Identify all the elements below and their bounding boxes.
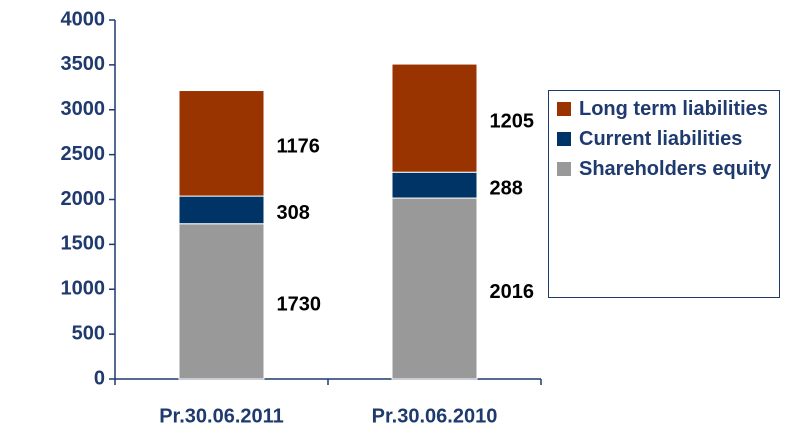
y-tick-label: 500 — [72, 322, 105, 344]
y-tick-label: 3000 — [61, 98, 106, 120]
legend-item: Current liabilities — [557, 127, 773, 151]
legend-swatch — [557, 132, 571, 146]
bar-segment — [391, 197, 478, 380]
legend-label: Current liabilities — [579, 128, 743, 150]
bar-segment — [391, 63, 478, 173]
y-tick-label: 3500 — [61, 53, 106, 75]
data-label: 1730 — [277, 294, 322, 316]
bar-segment — [178, 195, 265, 225]
y-tick-label: 1500 — [61, 233, 106, 255]
y-tick-label: 2500 — [61, 143, 106, 165]
bar-segment — [178, 223, 265, 380]
data-label: 2016 — [490, 281, 535, 303]
data-label: 1205 — [490, 110, 535, 132]
x-tick-label: Pr.30.06.2010 — [372, 405, 498, 427]
data-label: 308 — [277, 202, 310, 224]
x-tick-label: Pr.30.06.2011 — [159, 405, 284, 427]
y-tick-label: 0 — [94, 367, 105, 389]
bar-segment — [391, 171, 478, 199]
data-label: 1176 — [277, 136, 320, 158]
y-tick-label: 2000 — [61, 188, 106, 210]
legend-swatch — [557, 162, 571, 176]
legend-swatch — [557, 102, 571, 116]
legend-label: Long term liabilities — [579, 98, 768, 120]
bar-segment — [178, 90, 265, 197]
legend-item: Shareholders equity — [557, 157, 773, 181]
legend: Long term liabilities Current liabilities… — [548, 90, 780, 298]
data-label: 288 — [490, 177, 523, 199]
y-tick-label: 4000 — [61, 8, 106, 30]
y-tick-label: 1000 — [61, 278, 106, 300]
legend-label: Shareholders equity — [579, 158, 772, 180]
legend-item: Long term liabilities — [557, 97, 773, 121]
